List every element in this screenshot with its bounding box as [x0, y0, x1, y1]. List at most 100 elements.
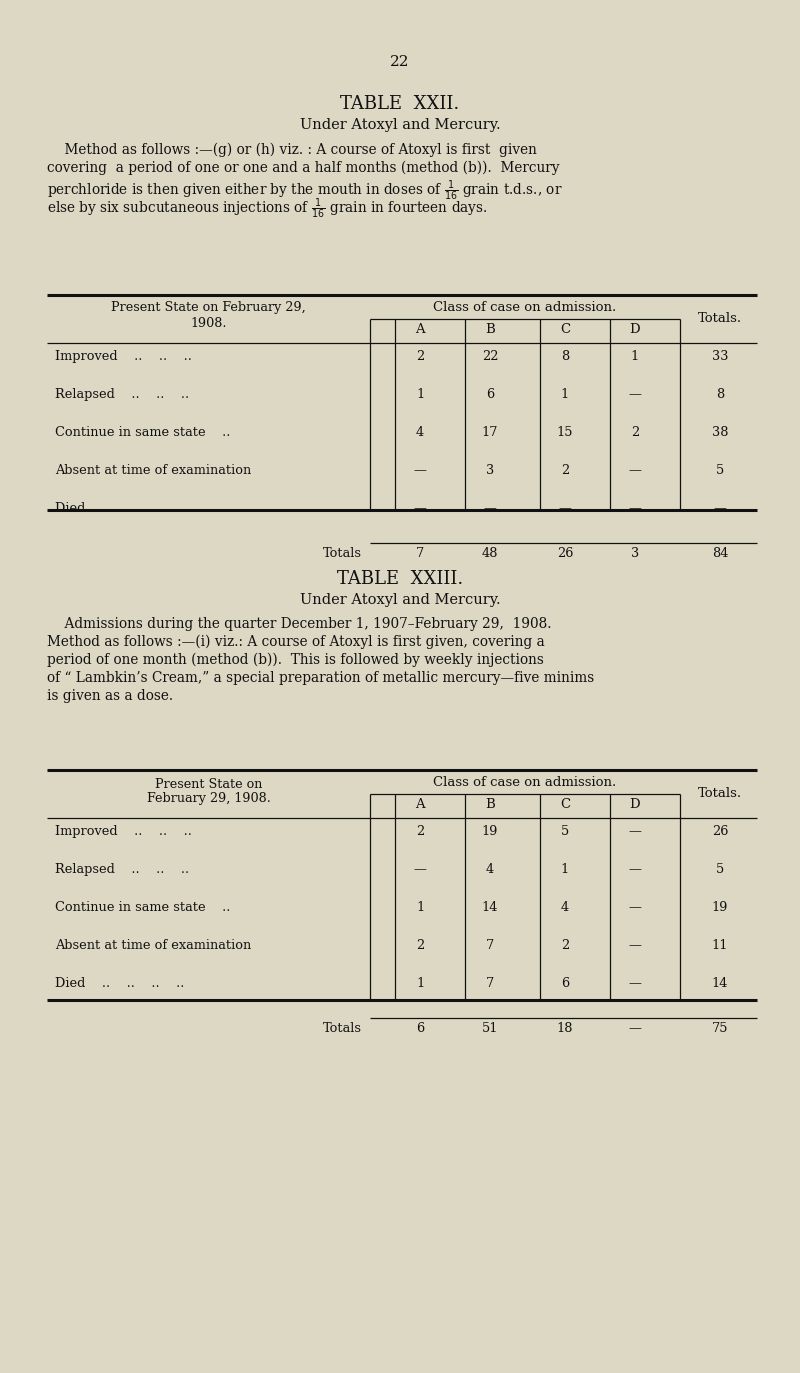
- Text: 2: 2: [416, 825, 424, 838]
- Text: A: A: [415, 323, 425, 336]
- Text: —: —: [629, 939, 642, 951]
- Text: —: —: [629, 1022, 642, 1035]
- Text: 11: 11: [712, 939, 728, 951]
- Text: Under Atoxyl and Mercury.: Under Atoxyl and Mercury.: [300, 118, 500, 132]
- Text: Continue in same state    ..: Continue in same state ..: [55, 426, 230, 439]
- Text: —: —: [414, 464, 426, 476]
- Text: Totals.: Totals.: [698, 787, 742, 800]
- Text: 6: 6: [486, 389, 494, 401]
- Text: —: —: [629, 389, 642, 401]
- Text: 3: 3: [631, 546, 639, 560]
- Text: 1: 1: [416, 389, 424, 401]
- Text: 2: 2: [416, 350, 424, 362]
- Text: 4: 4: [561, 901, 569, 914]
- Text: 6: 6: [561, 978, 569, 990]
- Text: 1: 1: [631, 350, 639, 362]
- Text: 2: 2: [561, 464, 569, 476]
- Text: of “ Lambkin’s Cream,” a special preparation of metallic mercury—five minims: of “ Lambkin’s Cream,” a special prepara…: [47, 671, 594, 685]
- Text: —: —: [629, 464, 642, 476]
- Text: TABLE  XXII.: TABLE XXII.: [340, 95, 460, 113]
- Text: —: —: [558, 503, 571, 515]
- Text: Continue in same state    ..: Continue in same state ..: [55, 901, 230, 914]
- Text: 1: 1: [416, 978, 424, 990]
- Text: 1: 1: [561, 389, 569, 401]
- Text: Totals.: Totals.: [698, 312, 742, 325]
- Text: 8: 8: [561, 350, 569, 362]
- Text: period of one month (method (b)).  This is followed by weekly injections: period of one month (method (b)). This i…: [47, 654, 544, 667]
- Text: B: B: [485, 798, 495, 811]
- Text: 4: 4: [416, 426, 424, 439]
- Text: 15: 15: [557, 426, 574, 439]
- Text: 2: 2: [416, 939, 424, 951]
- Text: 38: 38: [712, 426, 728, 439]
- Text: B: B: [485, 323, 495, 336]
- Text: —: —: [629, 503, 642, 515]
- Text: 22: 22: [482, 350, 498, 362]
- Text: 18: 18: [557, 1022, 574, 1035]
- Text: —: —: [629, 864, 642, 876]
- Text: Totals: Totals: [323, 1022, 362, 1035]
- Text: —: —: [483, 503, 497, 515]
- Text: TABLE  XXIII.: TABLE XXIII.: [337, 570, 463, 588]
- Text: covering  a period of one or one and a half months (method (b)).  Mercury: covering a period of one or one and a ha…: [47, 161, 559, 176]
- Text: 5: 5: [561, 825, 569, 838]
- Text: 19: 19: [712, 901, 728, 914]
- Text: —: —: [629, 978, 642, 990]
- Text: —: —: [629, 901, 642, 914]
- Text: 75: 75: [712, 1022, 728, 1035]
- Text: 51: 51: [482, 1022, 498, 1035]
- Text: 84: 84: [712, 546, 728, 560]
- Text: Relapsed    ..    ..    ..: Relapsed .. .. ..: [55, 389, 189, 401]
- Text: Method as follows :—(g) or (h) viz. : A course of Atoxyl is first  given: Method as follows :—(g) or (h) viz. : A …: [47, 143, 537, 158]
- Text: 14: 14: [712, 978, 728, 990]
- Text: Method as follows :—(i) viz.: A course of Atoxyl is first given, covering a: Method as follows :—(i) viz.: A course o…: [47, 634, 545, 649]
- Text: —: —: [629, 825, 642, 838]
- Text: 2: 2: [631, 426, 639, 439]
- Text: 22: 22: [390, 55, 410, 69]
- Text: Improved    ..    ..    ..: Improved .. .. ..: [55, 350, 192, 362]
- Text: else by six subcutaneous injections of $\frac{1}{16}$ grain in fourteen days.: else by six subcutaneous injections of $…: [47, 196, 487, 221]
- Text: A: A: [415, 798, 425, 811]
- Text: 19: 19: [482, 825, 498, 838]
- Text: 7: 7: [486, 978, 494, 990]
- Text: 33: 33: [712, 350, 728, 362]
- Text: 1: 1: [416, 901, 424, 914]
- Text: D: D: [630, 323, 640, 336]
- Text: Class of case on admission.: Class of case on admission.: [434, 301, 617, 314]
- Text: 8: 8: [716, 389, 724, 401]
- Text: 1908.: 1908.: [190, 317, 226, 330]
- Text: Relapsed    ..    ..    ..: Relapsed .. .. ..: [55, 864, 189, 876]
- Text: 26: 26: [712, 825, 728, 838]
- Text: —: —: [714, 503, 726, 515]
- Text: 2: 2: [561, 939, 569, 951]
- Text: Died    ..    ..    ..    ..: Died .. .. .. ..: [55, 978, 184, 990]
- Text: 5: 5: [716, 864, 724, 876]
- Text: Admissions during the quarter December 1, 1907–February 29,  1908.: Admissions during the quarter December 1…: [47, 616, 551, 632]
- Text: Absent at time of examination: Absent at time of examination: [55, 464, 251, 476]
- Text: 7: 7: [416, 546, 424, 560]
- Text: Absent at time of examination: Absent at time of examination: [55, 939, 251, 951]
- Text: C: C: [560, 323, 570, 336]
- Text: 5: 5: [716, 464, 724, 476]
- Text: Class of case on admission.: Class of case on admission.: [434, 776, 617, 789]
- Text: Present State on: Present State on: [155, 778, 262, 791]
- Text: —: —: [414, 864, 426, 876]
- Text: —: —: [414, 503, 426, 515]
- Text: Died    ..    ..    ..    ..: Died .. .. .. ..: [55, 503, 184, 515]
- Text: 4: 4: [486, 864, 494, 876]
- Text: 48: 48: [482, 546, 498, 560]
- Text: 14: 14: [482, 901, 498, 914]
- Text: perchloride is then given either by the mouth in doses of $\frac{1}{16}$ grain t: perchloride is then given either by the …: [47, 178, 562, 203]
- Text: Totals: Totals: [323, 546, 362, 560]
- Text: 17: 17: [482, 426, 498, 439]
- Text: is given as a dose.: is given as a dose.: [47, 689, 173, 703]
- Text: Present State on February 29,: Present State on February 29,: [111, 301, 306, 314]
- Text: Under Atoxyl and Mercury.: Under Atoxyl and Mercury.: [300, 593, 500, 607]
- Text: February 29, 1908.: February 29, 1908.: [146, 792, 270, 805]
- Text: 7: 7: [486, 939, 494, 951]
- Text: 26: 26: [557, 546, 573, 560]
- Text: 3: 3: [486, 464, 494, 476]
- Text: D: D: [630, 798, 640, 811]
- Text: 6: 6: [416, 1022, 424, 1035]
- Text: Improved    ..    ..    ..: Improved .. .. ..: [55, 825, 192, 838]
